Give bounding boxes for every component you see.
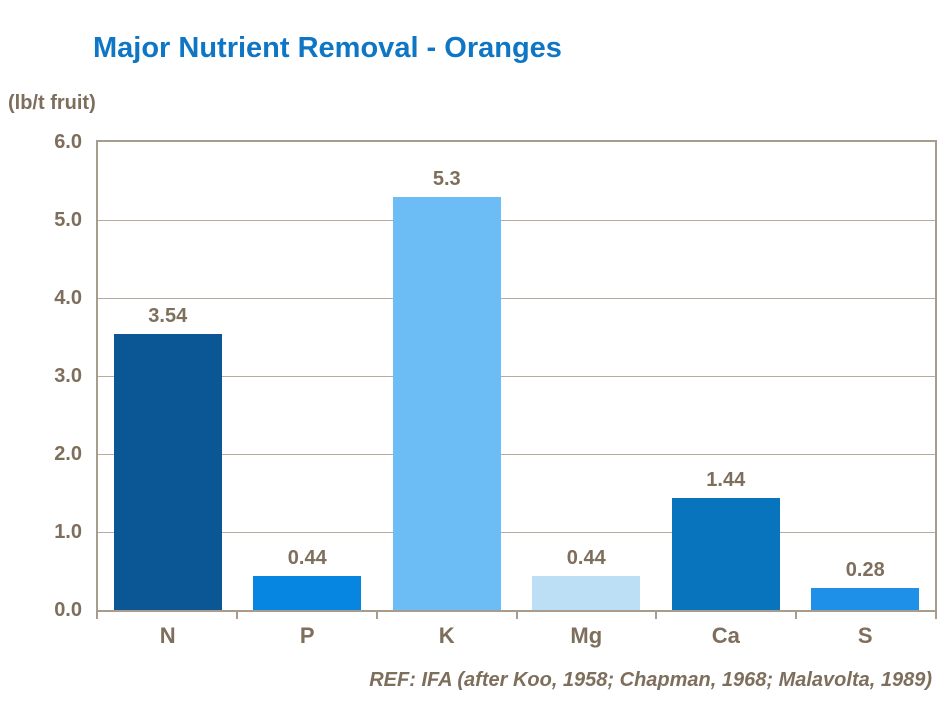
y-tick-label: 0.0 bbox=[54, 599, 82, 621]
bar-value-label-P: 0.44 bbox=[287, 546, 327, 569]
x-axis-tick-mark bbox=[375, 612, 378, 619]
plot-area: 3.54 0.44 5.3 0.44 1.44 0.28 bbox=[96, 140, 937, 612]
x-axis-tick-mark bbox=[935, 612, 937, 619]
gridline bbox=[98, 376, 935, 377]
bar-Ca bbox=[671, 497, 780, 610]
y-tick-label: 1.0 bbox=[54, 521, 82, 543]
gridline bbox=[98, 454, 935, 455]
y-tick-label: 2.0 bbox=[54, 443, 82, 465]
bar-value-label-N: 3.54 bbox=[148, 304, 188, 327]
bar-value-label-K: 5.3 bbox=[432, 167, 461, 190]
reference-note: REF: IFA (after Koo, 1958; Chapman, 1968… bbox=[369, 669, 932, 691]
gridline bbox=[98, 220, 935, 221]
x-category-label-N: N bbox=[159, 623, 176, 648]
gridline bbox=[98, 298, 935, 299]
chart-title: Major Nutrient Removal - Oranges bbox=[93, 32, 562, 64]
x-axis-tick-mark bbox=[515, 612, 518, 619]
bar-S bbox=[811, 588, 920, 610]
bar-value-label-Mg: 0.44 bbox=[566, 546, 606, 569]
bar-K bbox=[392, 196, 501, 610]
x-category-label-K: K bbox=[438, 623, 455, 648]
y-tick-label: 4.0 bbox=[54, 287, 82, 309]
bar-P bbox=[253, 575, 362, 610]
bar-value-label-S: 0.28 bbox=[845, 559, 885, 582]
x-axis-tick-mark bbox=[96, 612, 98, 619]
x-category-label-Ca: Ca bbox=[711, 623, 740, 648]
bar-Mg bbox=[532, 575, 641, 610]
x-axis-tick-mark bbox=[655, 612, 658, 619]
x-category-label-Mg: Mg bbox=[570, 623, 603, 648]
x-category-label-S: S bbox=[857, 623, 873, 648]
gridline bbox=[98, 532, 935, 533]
x-axis-tick-mark bbox=[235, 612, 238, 619]
y-axis-units-label: (lb/t fruit) bbox=[8, 92, 96, 114]
bar-value-label-Ca: 1.44 bbox=[706, 468, 746, 491]
bar-N bbox=[113, 333, 222, 610]
y-tick-label: 3.0 bbox=[54, 365, 82, 387]
x-axis-tick-mark bbox=[795, 612, 798, 619]
x-category-label-P: P bbox=[299, 623, 315, 648]
y-tick-label: 6.0 bbox=[54, 131, 82, 153]
y-tick-label: 5.0 bbox=[54, 209, 82, 231]
